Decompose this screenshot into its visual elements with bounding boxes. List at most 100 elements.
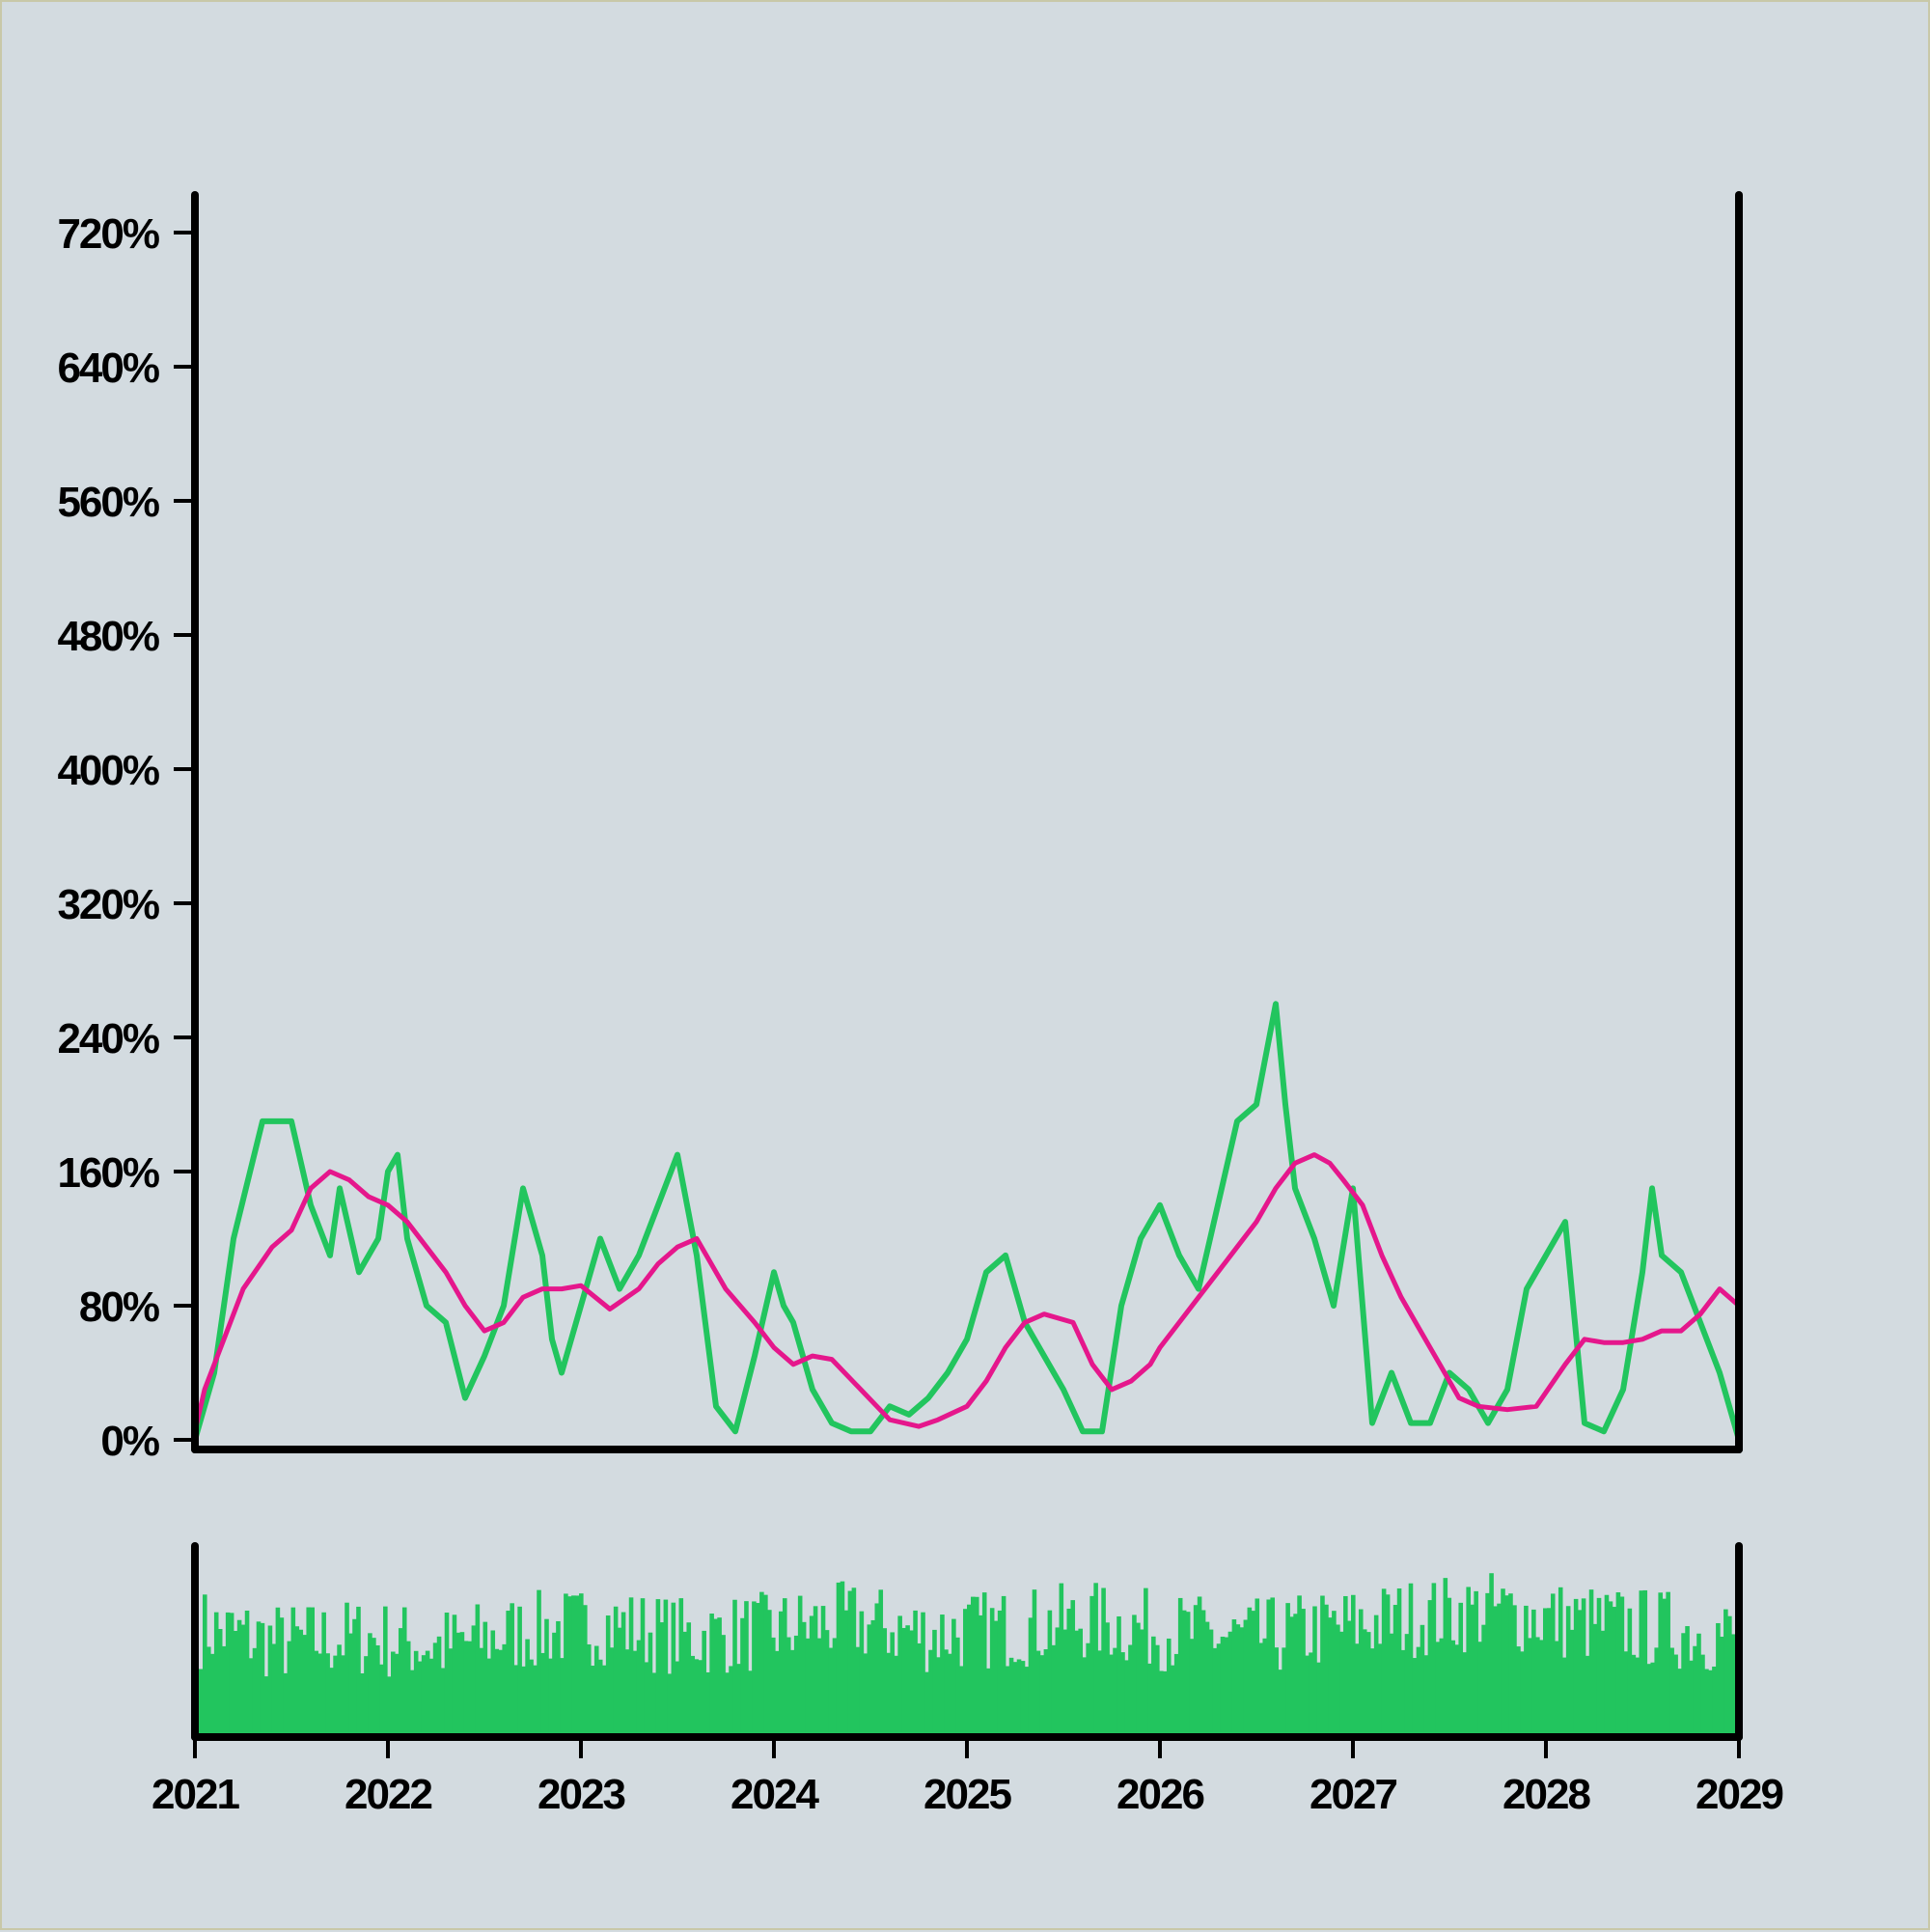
bar bbox=[345, 1602, 349, 1737]
bar bbox=[1497, 1603, 1502, 1737]
bar bbox=[1177, 1597, 1183, 1737]
bar bbox=[940, 1615, 945, 1737]
bar bbox=[1535, 1637, 1540, 1737]
bar bbox=[1596, 1597, 1602, 1737]
bar bbox=[667, 1673, 673, 1737]
x-tick-label: 2022 bbox=[345, 1771, 431, 1818]
bar bbox=[1086, 1642, 1090, 1737]
bar bbox=[1227, 1631, 1233, 1737]
bar bbox=[1231, 1619, 1237, 1737]
bar bbox=[425, 1650, 430, 1737]
bar bbox=[867, 1624, 872, 1737]
bar bbox=[1070, 1600, 1076, 1737]
bar bbox=[1373, 1615, 1379, 1737]
bar bbox=[1305, 1655, 1310, 1737]
bar bbox=[694, 1659, 699, 1737]
bar bbox=[1247, 1607, 1253, 1737]
bar bbox=[525, 1639, 530, 1737]
bar bbox=[1285, 1603, 1290, 1737]
bar bbox=[348, 1633, 353, 1737]
bar bbox=[1474, 1590, 1478, 1737]
bar bbox=[620, 1612, 626, 1737]
bar bbox=[1639, 1590, 1644, 1737]
y-tick-label: 320% bbox=[57, 881, 158, 928]
bar bbox=[1693, 1645, 1697, 1737]
bar bbox=[1431, 1583, 1437, 1737]
bar bbox=[1043, 1649, 1049, 1737]
bar bbox=[1136, 1622, 1141, 1737]
bar bbox=[1059, 1583, 1064, 1737]
bar bbox=[1450, 1640, 1456, 1737]
bar bbox=[1362, 1629, 1367, 1737]
bar bbox=[828, 1647, 834, 1737]
bar bbox=[252, 1647, 258, 1737]
bar bbox=[279, 1617, 285, 1737]
bar bbox=[452, 1615, 457, 1737]
bar bbox=[290, 1607, 296, 1737]
bar bbox=[671, 1602, 676, 1737]
bar bbox=[1708, 1670, 1713, 1737]
bar bbox=[1524, 1605, 1529, 1737]
bar bbox=[778, 1611, 784, 1737]
bar bbox=[797, 1595, 803, 1737]
bar bbox=[1677, 1669, 1682, 1737]
bar bbox=[529, 1659, 534, 1737]
bar bbox=[444, 1613, 450, 1737]
bar bbox=[816, 1638, 822, 1737]
bar bbox=[993, 1620, 999, 1737]
bar bbox=[1481, 1624, 1486, 1737]
bar bbox=[544, 1618, 549, 1737]
bar bbox=[678, 1598, 684, 1737]
bar bbox=[1204, 1621, 1210, 1737]
series-line-2 bbox=[192, 1152, 1741, 1432]
bar bbox=[1293, 1614, 1298, 1737]
bar bbox=[360, 1672, 365, 1737]
bar bbox=[310, 1607, 315, 1737]
bar bbox=[1128, 1644, 1133, 1737]
bar bbox=[213, 1612, 219, 1737]
bar bbox=[1297, 1595, 1302, 1737]
bar bbox=[1032, 1589, 1037, 1737]
bar bbox=[948, 1653, 952, 1737]
bar bbox=[628, 1597, 634, 1737]
bar bbox=[1347, 1620, 1352, 1737]
bar bbox=[624, 1649, 630, 1737]
bar bbox=[1162, 1670, 1168, 1737]
bar bbox=[1404, 1634, 1410, 1737]
bar bbox=[1423, 1655, 1429, 1737]
bar bbox=[936, 1657, 941, 1737]
bar bbox=[590, 1666, 595, 1737]
bar bbox=[859, 1611, 865, 1737]
bar bbox=[609, 1647, 615, 1737]
bar bbox=[494, 1648, 500, 1737]
bar bbox=[1120, 1652, 1125, 1737]
bar bbox=[1654, 1647, 1659, 1737]
bar bbox=[1565, 1606, 1571, 1737]
bar bbox=[843, 1610, 849, 1737]
bar bbox=[432, 1642, 438, 1737]
bar bbox=[1635, 1657, 1640, 1737]
bar bbox=[1435, 1642, 1441, 1737]
bar bbox=[209, 1653, 215, 1737]
bar bbox=[1105, 1622, 1110, 1737]
bar bbox=[736, 1664, 741, 1737]
bar bbox=[1113, 1647, 1117, 1737]
bar bbox=[894, 1655, 898, 1737]
bar bbox=[1078, 1628, 1083, 1737]
bar bbox=[1193, 1605, 1199, 1737]
bar bbox=[552, 1632, 557, 1737]
bar bbox=[1266, 1599, 1272, 1737]
bar bbox=[455, 1632, 461, 1737]
bar bbox=[1140, 1629, 1144, 1737]
bar bbox=[1343, 1595, 1348, 1737]
x-tick-label: 2024 bbox=[731, 1771, 819, 1818]
bar bbox=[356, 1606, 361, 1737]
bar bbox=[1454, 1644, 1460, 1737]
bar bbox=[1351, 1594, 1356, 1737]
bar bbox=[271, 1643, 277, 1737]
bar bbox=[1443, 1578, 1448, 1737]
bar bbox=[267, 1625, 273, 1737]
bar bbox=[1493, 1606, 1498, 1737]
bar bbox=[372, 1638, 376, 1737]
